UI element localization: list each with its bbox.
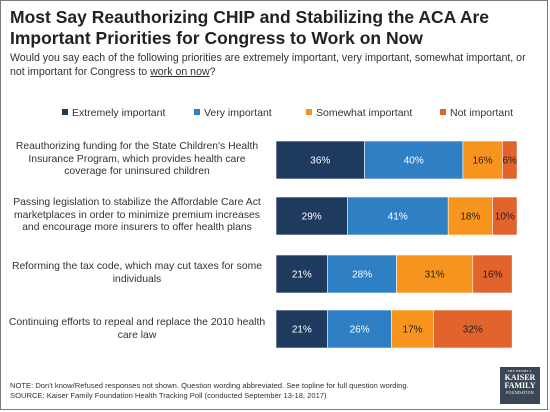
data-label-extremely-important-row-1: 36%	[310, 156, 330, 167]
logo-line: THE HENRY J.	[507, 369, 533, 373]
data-label-very-important-row-2: 41%	[388, 212, 408, 223]
subtitle-text: Would you say each of the following prio…	[10, 52, 526, 78]
legend-swatch	[194, 109, 200, 116]
legend-swatch	[440, 109, 446, 116]
footnote: NOTE: Don't know/Refused responses not s…	[10, 381, 480, 401]
data-label-extremely-important-row-3: 21%	[292, 270, 312, 281]
data-label-not-important-row-4: 32%	[463, 325, 483, 336]
category-label-aca: Passing legislation to stabilize the Aff…	[13, 197, 261, 233]
data-label-very-important-row-4: 26%	[350, 325, 370, 336]
data-label-not-important-row-1: 6%	[502, 156, 517, 167]
bar-very-important-row-2	[347, 196, 449, 236]
category-label-tax: Reforming the tax code, which may cut ta…	[11, 261, 263, 285]
legend-item-somewhat-important: Somewhat important	[306, 107, 412, 119]
data-label-very-important-row-1: 40%	[404, 156, 424, 167]
bar-extremely-important-row-1	[275, 140, 365, 180]
legend-label: Somewhat important	[316, 107, 413, 119]
bar-somewhat-important-row-3	[396, 254, 474, 294]
data-label-somewhat-important-row-4: 17%	[403, 325, 423, 336]
legend-item-very-important: Very important	[194, 107, 272, 119]
data-label-somewhat-important-row-1: 16%	[473, 156, 493, 167]
data-label-extremely-important-row-2: 29%	[302, 212, 322, 223]
legend-item-extremely-important: Extremely important	[62, 107, 165, 119]
bar-not-important-row-2	[492, 196, 518, 236]
logo-line: FAMILY	[504, 381, 536, 390]
subtitle-suffix: ?	[209, 65, 216, 78]
bar-not-important-row-1	[502, 140, 518, 180]
bar-not-important-row-4	[433, 309, 513, 349]
bar-very-important-row-4	[327, 309, 392, 349]
legend-label: Not important	[450, 107, 514, 119]
data-label-somewhat-important-row-3: 31%	[425, 270, 445, 281]
data-label-not-important-row-2: 10%	[495, 212, 515, 223]
source-line: SOURCE: Kaiser Family Foundation Health …	[10, 391, 327, 400]
legend: Extremely important Very important Somew…	[0, 107, 550, 121]
legend-swatch	[62, 109, 68, 116]
data-label-very-important-row-3: 28%	[352, 270, 372, 281]
chart-subtitle: Would you say each of the following prio…	[10, 52, 538, 79]
logo-line: KAISER	[504, 373, 536, 382]
bar-extremely-important-row-3	[275, 254, 328, 294]
data-label-somewhat-important-row-2: 18%	[460, 212, 480, 223]
logo-line: FOUNDATION	[506, 390, 534, 395]
legend-label: Very important	[204, 107, 272, 119]
bar-very-important-row-1	[364, 140, 464, 180]
data-label-extremely-important-row-4: 21%	[292, 325, 312, 336]
category-label-repeal: Continuing efforts to repeal and replace…	[8, 317, 266, 341]
note-line: NOTE: Don't know/Refused responses not s…	[10, 381, 409, 390]
legend-item-not-important: Not important	[440, 107, 513, 119]
kff-logo: THE HENRY J. KAISER FAMILY FOUNDATION	[500, 367, 540, 404]
bar-very-important-row-3	[327, 254, 397, 294]
bar-extremely-important-row-4	[275, 309, 328, 349]
data-label-not-important-row-3: 16%	[482, 270, 502, 281]
subtitle-underlined: work on now	[150, 65, 210, 78]
legend-label: Extremely important	[72, 107, 166, 119]
chart-title: Most Say Reauthorizing CHIP and Stabiliz…	[10, 7, 490, 48]
bar-not-important-row-3	[472, 254, 513, 294]
legend-swatch	[306, 109, 312, 116]
category-label-chip: Reauthorizing funding for the State Chil…	[15, 141, 259, 177]
